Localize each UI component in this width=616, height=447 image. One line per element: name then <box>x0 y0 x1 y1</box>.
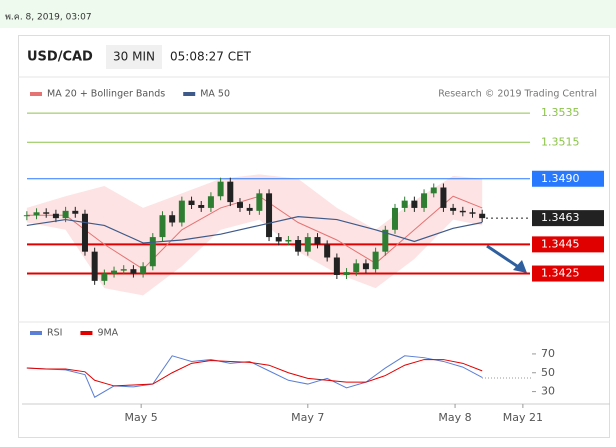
symbol: USD/CAD <box>27 50 93 65</box>
rsi-line <box>26 359 483 387</box>
y-tick-label: 70 <box>541 347 555 360</box>
legend-label: MA 20 + Bollinger Bands <box>47 89 165 100</box>
candle <box>72 210 79 214</box>
interval-box <box>106 45 162 69</box>
candle <box>430 187 437 194</box>
candle <box>343 272 350 275</box>
candle <box>275 237 282 242</box>
level-label: 1.3445 <box>541 237 580 250</box>
candle <box>333 257 340 275</box>
x-tick-label: May 8 <box>438 411 471 424</box>
candle <box>450 207 457 211</box>
level-box <box>532 236 604 253</box>
candle <box>440 187 447 208</box>
rsi-line <box>26 355 483 398</box>
candle <box>178 200 185 223</box>
legend-swatch <box>183 92 196 96</box>
candle <box>236 202 243 208</box>
candle <box>81 213 88 252</box>
arrow-head <box>513 260 527 273</box>
candle <box>130 269 137 274</box>
forecast-arrow <box>486 244 521 270</box>
ma50-line <box>26 216 483 244</box>
candle <box>256 193 263 211</box>
legend-swatch <box>80 331 93 335</box>
level-box <box>532 210 604 227</box>
candle <box>140 266 147 274</box>
candle <box>33 212 40 216</box>
candle <box>120 269 127 271</box>
time: 05:08:27 CET <box>170 50 252 64</box>
candle <box>266 193 273 238</box>
top-bar <box>0 0 616 28</box>
candle <box>314 237 321 245</box>
candle <box>101 273 108 281</box>
candle <box>159 215 166 238</box>
candle <box>52 213 59 219</box>
candle <box>23 215 30 217</box>
level-box <box>532 265 604 282</box>
candle <box>198 205 205 208</box>
source: Research © 2019 Trading Central <box>438 89 597 100</box>
candle <box>188 200 195 205</box>
x-tick-label: May 21 <box>503 411 543 424</box>
candle <box>382 229 389 252</box>
candle <box>285 240 292 242</box>
candle <box>91 251 98 281</box>
candle <box>304 237 311 252</box>
candle <box>111 270 118 274</box>
date: พ.ค. 8, 2019, 03:07 <box>5 13 92 23</box>
candle <box>43 212 50 214</box>
candle <box>362 263 369 270</box>
candle <box>149 237 156 267</box>
candle <box>469 212 476 214</box>
x-tick-label: May 7 <box>291 411 324 424</box>
candle <box>401 200 408 208</box>
legend-label: RSI <box>47 328 62 339</box>
candle <box>227 181 234 203</box>
candle <box>421 193 428 208</box>
level-box <box>532 170 604 187</box>
candle <box>217 181 224 197</box>
candle <box>459 210 466 213</box>
level-label: 1.3535 <box>541 106 580 119</box>
x-tick-label: May 5 <box>125 411 158 424</box>
candle <box>479 213 486 219</box>
candle <box>353 263 360 273</box>
level-label: 1.3463 <box>541 211 580 224</box>
legend-swatch <box>30 331 42 335</box>
candle <box>207 196 214 208</box>
legend-label: 9MA <box>97 328 118 339</box>
legend-swatch <box>30 92 42 96</box>
candle <box>391 207 398 230</box>
candle <box>62 210 69 219</box>
candle <box>295 240 302 252</box>
level-label: 1.3425 <box>541 267 580 280</box>
y-tick-label: 30 <box>541 385 555 398</box>
candle <box>169 215 176 223</box>
level-label: 1.3515 <box>541 135 580 148</box>
y-tick-label: 50 <box>541 366 555 379</box>
legend-label: MA 50 <box>200 89 230 100</box>
candle <box>246 207 253 211</box>
candle <box>324 244 331 258</box>
candle <box>411 200 418 208</box>
candle <box>372 251 379 270</box>
interval: 30 MIN <box>113 50 155 64</box>
level-label: 1.3490 <box>541 172 580 185</box>
